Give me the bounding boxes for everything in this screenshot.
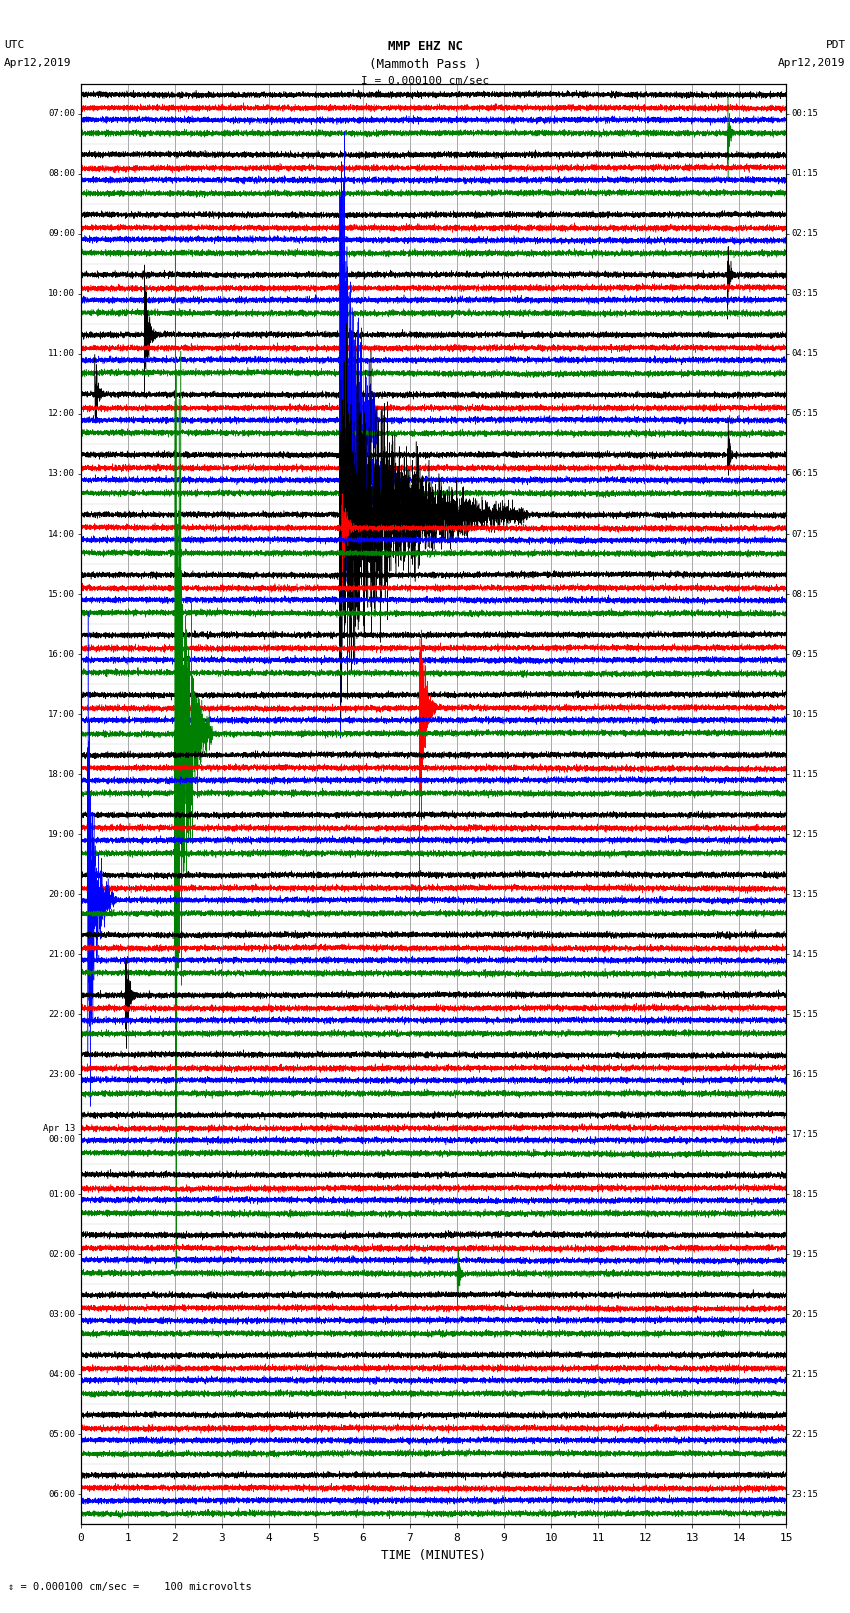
Text: PDT: PDT <box>825 40 846 50</box>
Text: ⇕ = 0.000100 cm/sec =    100 microvolts: ⇕ = 0.000100 cm/sec = 100 microvolts <box>8 1582 252 1592</box>
Text: UTC: UTC <box>4 40 25 50</box>
Text: Apr12,2019: Apr12,2019 <box>4 58 71 68</box>
Text: (Mammoth Pass ): (Mammoth Pass ) <box>369 58 481 71</box>
Text: I = 0.000100 cm/sec: I = 0.000100 cm/sec <box>361 76 489 85</box>
Text: Apr12,2019: Apr12,2019 <box>779 58 846 68</box>
X-axis label: TIME (MINUTES): TIME (MINUTES) <box>381 1548 486 1561</box>
Text: MMP EHZ NC: MMP EHZ NC <box>388 40 462 53</box>
